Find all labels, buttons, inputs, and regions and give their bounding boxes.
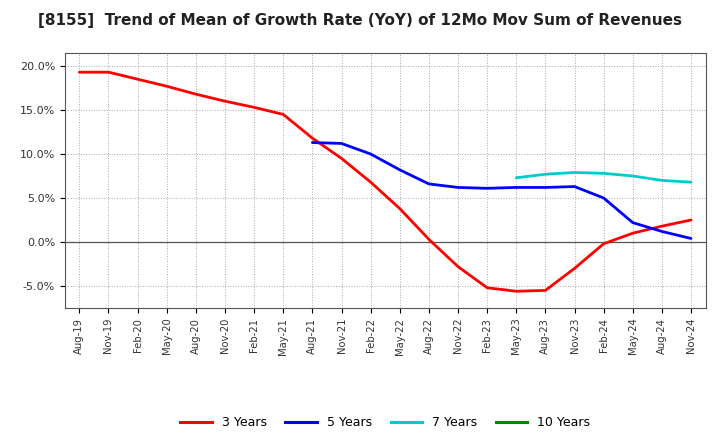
7 Years: [599, 171, 608, 176]
3 Years: [192, 92, 200, 97]
Line: 3 Years: 3 Years: [79, 72, 691, 291]
5 Years: [599, 195, 608, 201]
5 Years: [337, 141, 346, 146]
5 Years: [425, 181, 433, 187]
3 Years: [395, 206, 404, 211]
Line: 5 Years: 5 Years: [312, 143, 691, 238]
3 Years: [483, 285, 492, 290]
3 Years: [366, 180, 375, 185]
3 Years: [279, 112, 287, 117]
3 Years: [425, 237, 433, 242]
3 Years: [337, 156, 346, 161]
3 Years: [163, 84, 171, 89]
5 Years: [483, 186, 492, 191]
7 Years: [657, 178, 666, 183]
Legend: 3 Years, 5 Years, 7 Years, 10 Years: 3 Years, 5 Years, 7 Years, 10 Years: [176, 411, 595, 434]
5 Years: [395, 167, 404, 172]
5 Years: [657, 229, 666, 234]
5 Years: [629, 220, 637, 225]
7 Years: [629, 173, 637, 179]
3 Years: [657, 224, 666, 229]
5 Years: [570, 184, 579, 189]
5 Years: [308, 140, 317, 145]
5 Years: [454, 185, 462, 190]
3 Years: [75, 70, 84, 75]
3 Years: [308, 136, 317, 141]
5 Years: [366, 151, 375, 157]
Line: 7 Years: 7 Years: [516, 172, 691, 182]
3 Years: [512, 289, 521, 294]
3 Years: [629, 231, 637, 236]
7 Years: [687, 180, 696, 185]
3 Years: [133, 77, 142, 82]
5 Years: [541, 185, 550, 190]
7 Years: [512, 175, 521, 180]
3 Years: [570, 266, 579, 271]
3 Years: [687, 217, 696, 223]
3 Years: [250, 105, 258, 110]
3 Years: [599, 241, 608, 246]
3 Years: [220, 99, 229, 104]
3 Years: [104, 70, 113, 75]
5 Years: [687, 236, 696, 241]
3 Years: [454, 264, 462, 269]
7 Years: [570, 170, 579, 175]
5 Years: [512, 185, 521, 190]
7 Years: [541, 172, 550, 177]
Text: [8155]  Trend of Mean of Growth Rate (YoY) of 12Mo Mov Sum of Revenues: [8155] Trend of Mean of Growth Rate (YoY…: [38, 13, 682, 28]
3 Years: [541, 288, 550, 293]
